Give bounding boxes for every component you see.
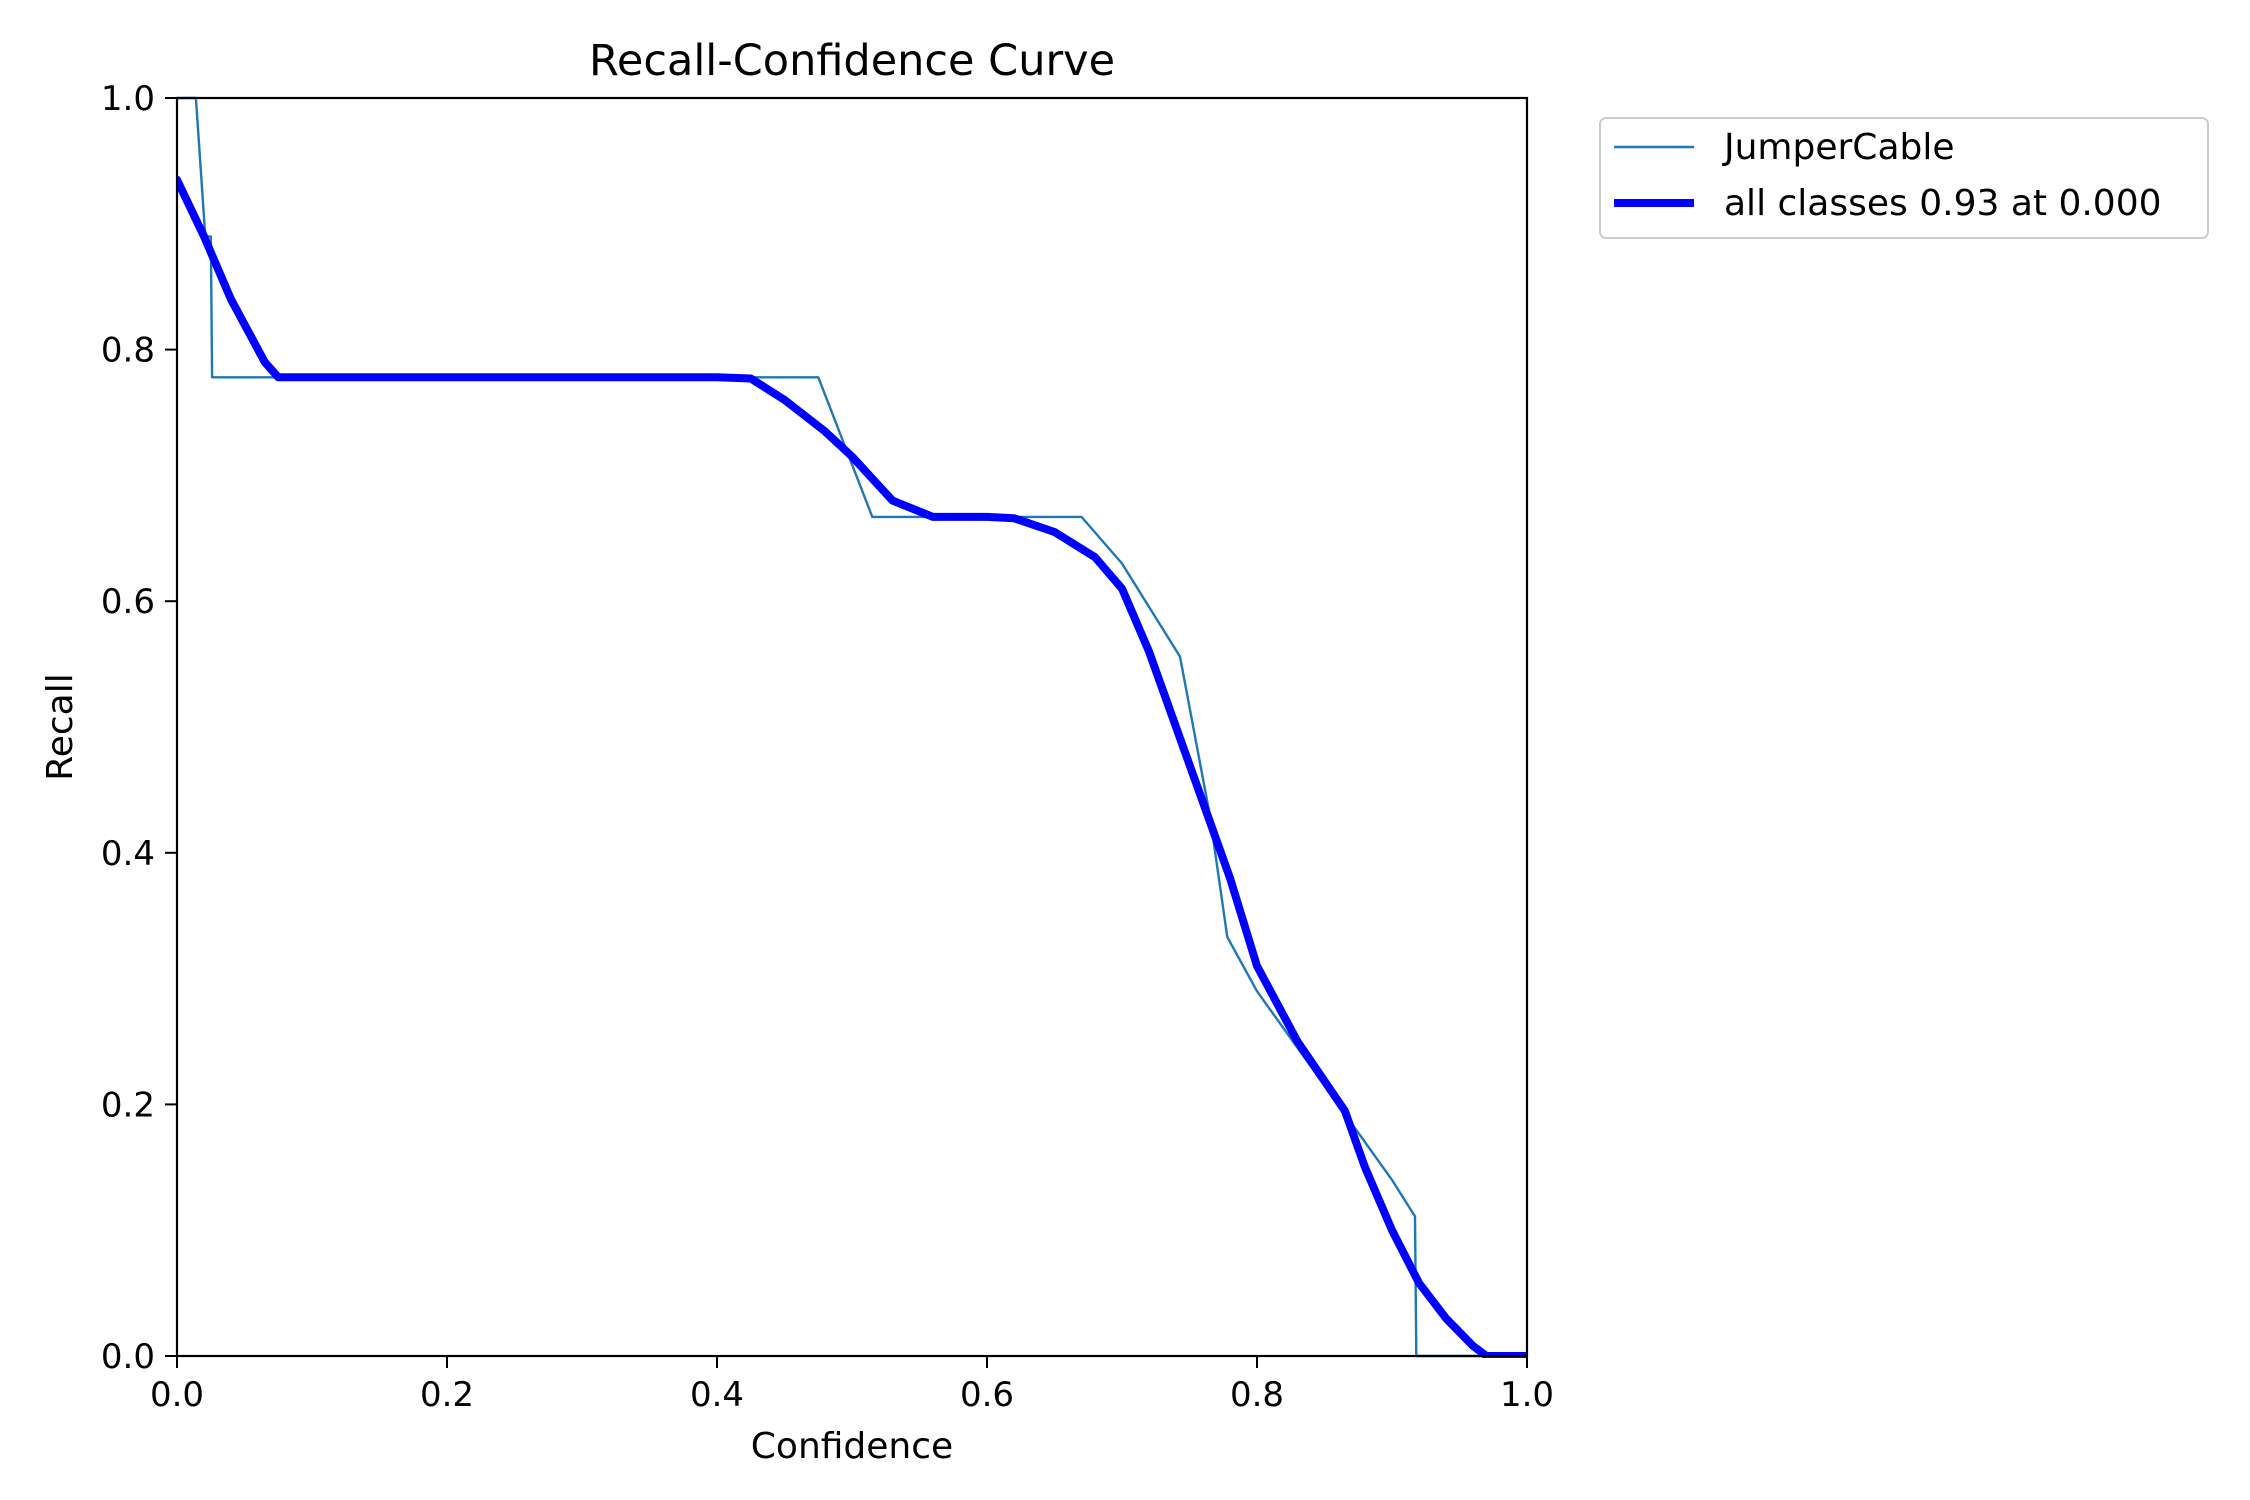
series-line-jumpercable xyxy=(177,96,1527,1358)
x-tick-label: 0.6 xyxy=(960,1375,1014,1415)
x-axis-label: Confidence xyxy=(751,1426,953,1467)
y-axis-label: Recall xyxy=(40,673,81,780)
legend-label-all-classes: all classes 0.93 at 0.000 xyxy=(1724,183,2162,224)
legend: JumperCable all classes 0.93 at 0.000 xyxy=(1599,117,2209,239)
plot-frame xyxy=(175,96,1529,1358)
series-line-all-classes-0-93-at-0-000 xyxy=(177,175,1527,1358)
y-tick-label: 0.0 xyxy=(101,1337,155,1377)
y-tick-label: 0.2 xyxy=(101,1085,155,1125)
x-tick-label: 0.2 xyxy=(420,1375,474,1415)
legend-label-jumpercable: JumperCable xyxy=(1722,127,1955,168)
chart-title: Recall-Confidence Curve xyxy=(589,36,1115,86)
ticks-layer: 0.0 0.2 0.4 0.6 0.8 1.0 0.0 0.2 0.4 0.6 0.8 1.0 xyxy=(101,79,1554,1415)
series-layer xyxy=(177,96,1527,1358)
y-tick-label: 1.0 xyxy=(101,79,155,119)
legend-frame xyxy=(1599,117,2209,239)
y-tick-label: 0.8 xyxy=(101,331,155,371)
y-tick-label: 0.6 xyxy=(101,582,155,622)
y-tick-label: 0.4 xyxy=(101,834,155,874)
x-tick-label: 0.4 xyxy=(690,1375,744,1415)
x-tick-label: 0.0 xyxy=(150,1375,204,1415)
x-tick-label: 1.0 xyxy=(1500,1375,1554,1415)
x-tick-label: 0.8 xyxy=(1230,1375,1284,1415)
